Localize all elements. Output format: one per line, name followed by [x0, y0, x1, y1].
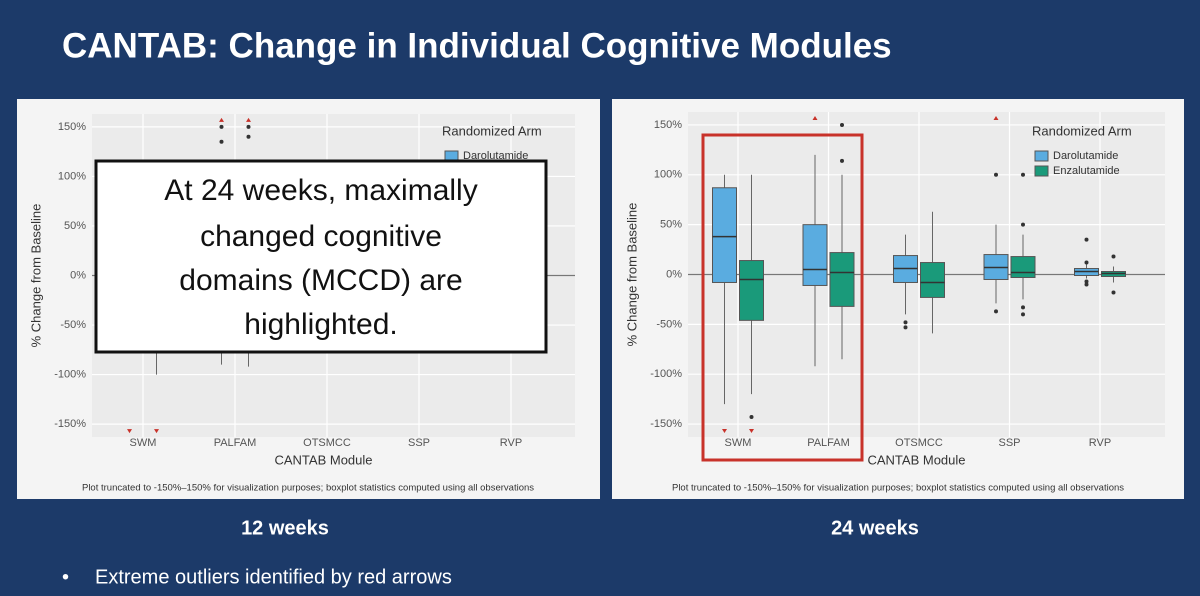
y-tick-label: 0%	[70, 269, 86, 281]
extreme-arrow	[749, 429, 754, 434]
outlier	[749, 415, 754, 420]
box	[920, 262, 945, 298]
overlay-box	[94, 159, 548, 354]
outlier	[1084, 279, 1089, 284]
y-tick-label: 0%	[666, 268, 682, 280]
legend-label: Darolutamide	[463, 150, 528, 162]
y-tick-label: 150%	[654, 119, 682, 131]
y-tick-label: 50%	[64, 220, 86, 232]
outlier	[1021, 172, 1025, 177]
y-tick-label: 150%	[58, 121, 86, 133]
y-tick-label: 100%	[654, 169, 682, 181]
outlier	[246, 124, 251, 129]
x-tick-label: SWM	[725, 437, 752, 449]
outlier	[994, 309, 998, 314]
outlier	[1111, 254, 1116, 259]
legend-title: Randomized Arm	[442, 123, 542, 138]
overlay-line: highlighted.	[244, 308, 397, 341]
x-tick-label: PALFAM	[214, 437, 257, 449]
legend-key	[1034, 150, 1049, 162]
x-tick-label: SSP	[408, 437, 430, 449]
outlier	[994, 172, 998, 177]
box	[802, 224, 828, 286]
outlier	[219, 139, 224, 144]
y-tick-label: -100%	[650, 368, 682, 380]
x-tick-label: RVP	[1089, 437, 1111, 449]
outlier	[840, 158, 844, 163]
extreme-arrow	[812, 115, 818, 120]
x-tick-label: RVP	[500, 437, 522, 449]
y-tick-label: -50%	[656, 318, 682, 330]
outlier	[1084, 260, 1089, 265]
extreme-arrow	[246, 117, 251, 122]
x-tick-label: SSP	[998, 437, 1020, 449]
outlier	[1111, 290, 1116, 295]
bullet-dot: •	[62, 566, 69, 588]
legend-label: Enzalutamide	[1053, 165, 1120, 177]
bullet-text: Extreme outliers identified by red arrow…	[95, 566, 452, 588]
y-tick-label: -150%	[54, 418, 86, 430]
note: Plot truncated to -150%–150% for visuali…	[82, 483, 534, 494]
x-tick-label: OTSMCC	[895, 437, 943, 449]
extreme-arrow	[154, 429, 159, 434]
outlier	[1021, 305, 1025, 310]
outlier	[246, 134, 251, 139]
extreme-arrow	[219, 117, 224, 122]
outlier	[1084, 282, 1089, 287]
legend-title: Randomized Arm	[1032, 123, 1132, 138]
box	[1010, 256, 1036, 278]
y-tick-label: -100%	[54, 368, 86, 380]
x-tick-label: OTSMCC	[303, 437, 351, 449]
x-axis-title: CANTAB Module	[274, 452, 372, 467]
caption: 24 weeks	[831, 517, 919, 539]
x-axis-title: CANTAB Module	[867, 452, 965, 467]
x-tick-label: SWM	[130, 437, 157, 449]
y-tick-label: 100%	[58, 170, 86, 182]
slide-title: CANTAB: Change in Individual Cognitive M…	[62, 26, 892, 65]
extreme-arrow	[127, 429, 132, 434]
outlier	[1021, 222, 1025, 227]
outlier	[1021, 312, 1025, 317]
y-tick-label: -50%	[60, 319, 86, 331]
y-tick-label: 50%	[660, 219, 682, 231]
outlier	[840, 122, 844, 127]
overlay-text: At 24 weeks, maximally changed cognitive…	[164, 174, 477, 341]
note: Plot truncated to -150%–150% for visuali…	[672, 483, 1124, 494]
overlay-line: changed cognitive	[200, 220, 442, 253]
extreme-arrow	[722, 429, 727, 434]
extreme-arrow	[993, 115, 999, 120]
outlier	[903, 325, 908, 330]
outlier	[903, 320, 908, 325]
highlight-box	[701, 133, 864, 462]
box	[712, 187, 737, 283]
outlier	[219, 124, 224, 129]
outlier	[1084, 237, 1089, 242]
legend-label: Darolutamide	[1053, 150, 1118, 162]
caption: 12 weeks	[241, 517, 329, 539]
y-axis-title: % Change from Baseline	[624, 203, 639, 347]
box	[829, 252, 855, 307]
legend-key	[1034, 165, 1049, 177]
overlay-line: domains (MCCD) are	[179, 264, 462, 297]
y-tick-label: -150%	[650, 418, 682, 430]
overlay-line: At 24 weeks, maximally	[164, 174, 477, 207]
box	[739, 260, 764, 321]
x-tick-label: PALFAM	[807, 437, 850, 449]
y-axis-title: % Change from Baseline	[28, 204, 43, 348]
